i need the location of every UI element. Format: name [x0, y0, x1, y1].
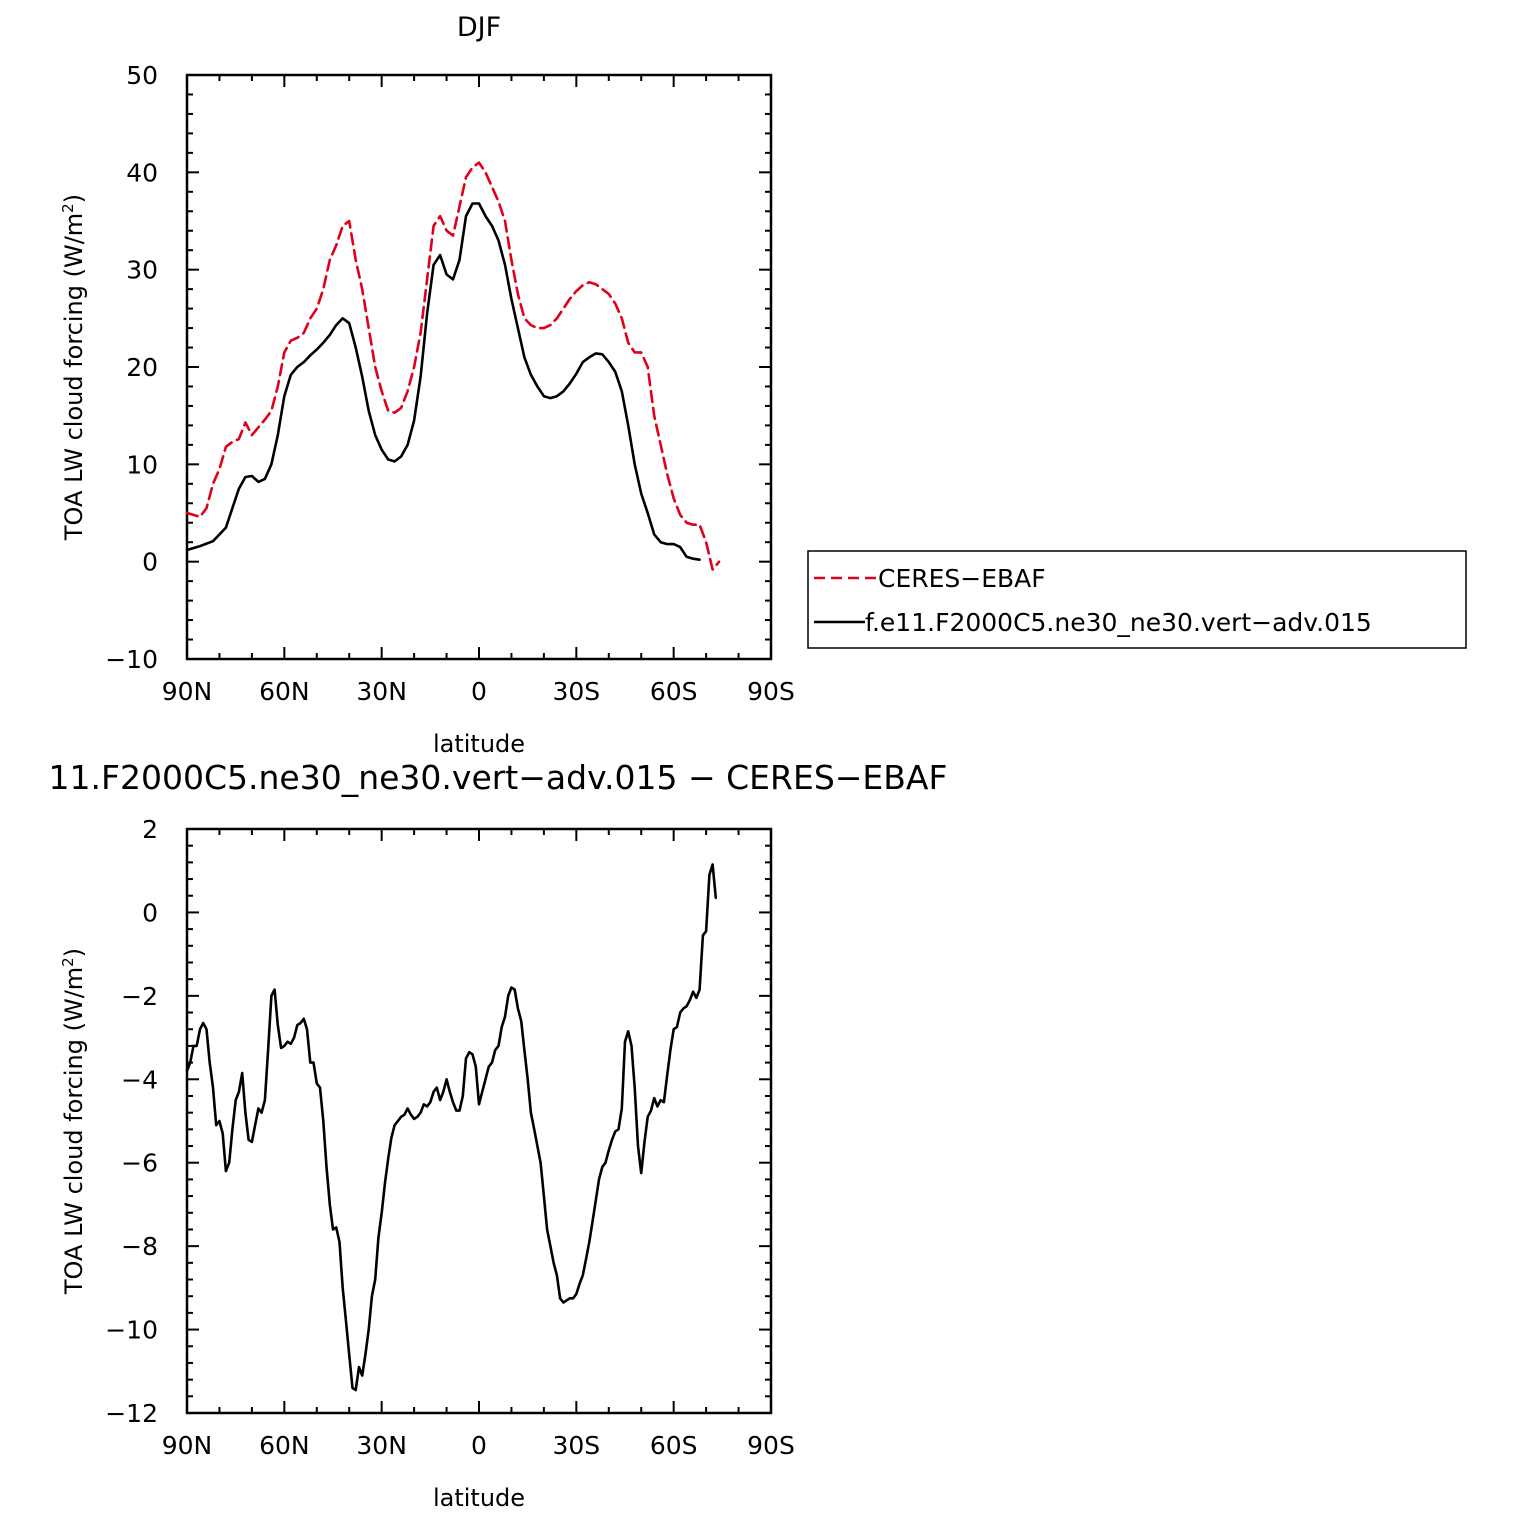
bottom-chart-x-axis-label: latitude [433, 1484, 525, 1512]
top-chart-y-tick-label: −10 [105, 645, 158, 674]
bottom-chart: 11.F2000C5.ne30_ne30.vert−adv.015 − CERE… [49, 758, 948, 1512]
bottom-chart-x-tick-label: 0 [471, 1431, 487, 1460]
legend-box [807, 550, 1467, 649]
top-chart-legend: CERES−EBAF f.e11.F2000C5.ne30_ne30.vert−… [807, 550, 1467, 649]
top-chart-x-tick-label: 60N [259, 677, 310, 706]
top-chart-y-tick-label: 50 [126, 61, 158, 90]
bottom-chart-x-tick-label: 30S [552, 1431, 600, 1460]
top-chart-x-tick-label: 90S [747, 677, 795, 706]
top-chart-title: DJF [457, 12, 501, 43]
bottom-chart-series [185, 863, 718, 1392]
top-chart-y-tick-label: 30 [126, 256, 158, 285]
bottom-chart-y-axis-label: TOA LW cloud forcing (W/m2) [59, 948, 88, 1295]
bottom-chart-x-tick-label: 90S [747, 1431, 795, 1460]
bottom-chart-y-tick-label: 0 [142, 898, 158, 927]
top-chart-y-axis-label: TOA LW cloud forcing (W/m2) [59, 194, 88, 541]
top-chart-y-tick-label: 10 [126, 450, 158, 479]
top-chart-x-tick-label: 30N [356, 677, 407, 706]
bottom-chart-y-tick-label: −10 [105, 1316, 158, 1345]
top-chart-axes: 90N 60N 30N 0 30S 60S 90S −10 0 10 20 30 40 50 [105, 61, 795, 706]
bottom-chart-title: 11.F2000C5.ne30_ne30.vert−adv.015 − CERE… [49, 758, 948, 797]
top-chart-x-tick-label: 60S [650, 677, 698, 706]
bottom-chart-y-tick-label: 2 [142, 815, 158, 844]
bottom-chart-y-tick-label: −8 [121, 1232, 158, 1261]
bottom-chart-y-tick-label: −6 [121, 1149, 158, 1178]
top-chart-x-axis-label: latitude [433, 730, 525, 758]
top-chart-x-tick-label: 90N [162, 677, 213, 706]
top-chart: DJF 90N 60N 30N 0 30S 60S 90S −10 0 10 20 30 40 50 la… [59, 12, 1467, 758]
bottom-chart-x-tick-label: 30N [356, 1431, 407, 1460]
bottom-chart-series-line-0 [185, 863, 718, 1392]
bottom-chart-x-tick-label: 60S [650, 1431, 698, 1460]
top-chart-x-tick-label: 0 [471, 677, 487, 706]
bottom-chart-y-tick-label: −12 [105, 1399, 158, 1428]
top-chart-y-tick-label: 20 [126, 353, 158, 382]
top-chart-y-tick-label: 40 [126, 158, 158, 187]
legend-label-ceres-ebaf: CERES−EBAF [878, 564, 1046, 593]
legend-label-model: f.e11.F2000C5.ne30_ne30.vert−adv.015 [865, 608, 1372, 637]
top-chart-x-tick-label: 30S [552, 677, 600, 706]
bottom-chart-x-tick-label: 90N [162, 1431, 213, 1460]
bottom-chart-x-tick-label: 60N [259, 1431, 310, 1460]
bottom-chart-y-tick-label: −2 [121, 982, 158, 1011]
bottom-chart-y-tick-label: −4 [121, 1065, 158, 1094]
bottom-chart-plot-frame [185, 827, 773, 1415]
top-chart-series [185, 161, 721, 571]
top-chart-y-tick-label: 0 [142, 548, 158, 577]
top-chart-series-line-1 [185, 202, 701, 561]
top-chart-series-line-0 [185, 161, 721, 571]
bottom-chart-axes: 90N 60N 30N 0 30S 60S 90S −12 −10 −8 −6 −4 −2 0 2 [105, 815, 795, 1460]
